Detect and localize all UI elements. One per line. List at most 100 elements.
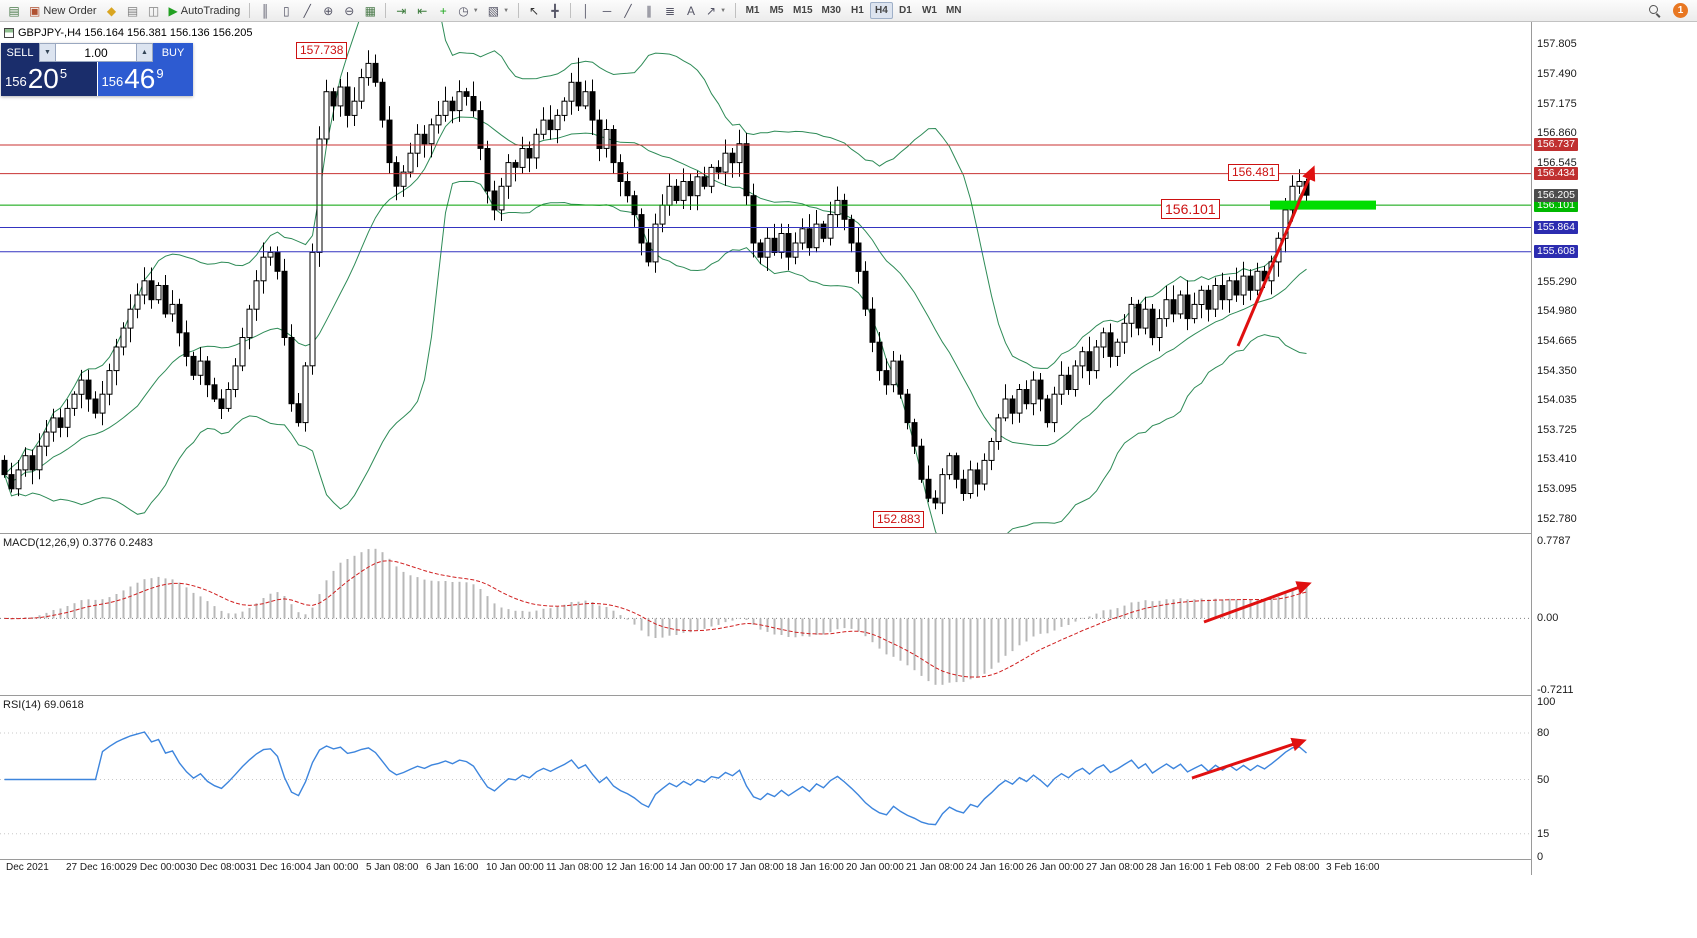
- channel-button[interactable]: ∥: [639, 1, 659, 20]
- time-tick-label: 10 Jan 00:00: [486, 862, 544, 873]
- candlestick-chart-icon: ▯: [282, 3, 290, 18]
- price-callout-152.883[interactable]: 152.883: [873, 511, 925, 528]
- toolbar-separator: [249, 3, 251, 18]
- timeframe-h4-button[interactable]: H4: [869, 2, 893, 19]
- line-chart-button[interactable]: ╱: [297, 1, 317, 20]
- rsi-pane[interactable]: RSI(14) 69.0618: [0, 696, 1532, 859]
- arrows-button[interactable]: ↗ ▼: [702, 1, 730, 20]
- horizontal-line-button[interactable]: ─: [597, 1, 617, 20]
- volume-input[interactable]: [56, 43, 136, 62]
- timeframe-m1-button[interactable]: M1: [745, 5, 760, 16]
- toolbar-separator: [570, 3, 572, 18]
- search-button[interactable]: [1644, 1, 1665, 20]
- pane-divider[interactable]: [0, 859, 1697, 860]
- print-icon: ▤: [126, 3, 139, 18]
- timeframe-h1-button[interactable]: H1: [851, 5, 864, 16]
- price-tick-label: 153.725: [1537, 424, 1577, 436]
- fibonacci-icon: ≣: [665, 3, 676, 18]
- time-tick-label: 21 Jan 08:00: [906, 862, 964, 873]
- indicators-button[interactable]: +: [433, 1, 453, 20]
- metaeditor-button[interactable]: ◆: [102, 1, 122, 20]
- toolbar-separator: [735, 3, 737, 18]
- time-tick-label: 1 Feb 08:00: [1206, 862, 1260, 873]
- metaeditor-hammer-icon: ◆: [106, 3, 117, 18]
- timeframe-d1-button[interactable]: D1: [899, 5, 912, 16]
- timeframe-m30-button[interactable]: M30: [821, 5, 841, 16]
- new-order-button-label: New Order: [43, 4, 97, 17]
- autotrading-button[interactable]: ▶ AutoTrading: [165, 1, 245, 20]
- price-scale[interactable]: 157.805 157.490 157.175 156.860 156.545 155.2…: [1532, 22, 1697, 875]
- zoom-out-button[interactable]: ⊖: [339, 1, 359, 20]
- pane-divider[interactable]: [0, 533, 1697, 534]
- templates-icon: ▧: [487, 3, 500, 18]
- macd-pane[interactable]: MACD(12,26,9) 0.3776 0.2483: [0, 534, 1532, 695]
- trend-arrow[interactable]: [1236, 165, 1316, 347]
- time-tick-label: 11 Jan 08:00: [546, 862, 604, 873]
- macd-chart-canvas[interactable]: [0, 534, 1532, 695]
- timeframe-m5-button[interactable]: M5: [769, 5, 784, 16]
- price-callout-156.101[interactable]: 156.101: [1161, 199, 1220, 219]
- time-tick-label: 6 Jan 16:00: [426, 862, 479, 873]
- price-chart-canvas[interactable]: [0, 22, 1532, 533]
- price-callout-157.738[interactable]: 157.738: [296, 42, 348, 59]
- vertical-line-button[interactable]: │: [576, 1, 596, 20]
- auto-scroll-button[interactable]: ⇥: [391, 1, 411, 20]
- bar-chart-button[interactable]: ║: [255, 1, 275, 20]
- cursor-button[interactable]: ↖: [524, 1, 544, 20]
- current-price-tag: 156.205: [1534, 189, 1578, 202]
- one-click-trading-panel: SELL ▼ ▲ BUY 156 20 5 156 46 9: [1, 43, 193, 96]
- toolbar-buttons: ▤ ▣ New Order ◆ ▤ ◫ ▶ AutoTrading ║ ▯ ╱ ⊕ ⊖ ▦ ⇥ ⇤ + ◷ ▼ ▧ ▼ ↖…: [4, 1, 966, 20]
- price-pane[interactable]: GBPJPY-,H4 156.164 156.381 156.136 156.2…: [0, 22, 1532, 533]
- timeframe-w1-button[interactable]: W1: [921, 5, 937, 16]
- trendline-button[interactable]: ╱: [618, 1, 638, 20]
- new-chart-button[interactable]: ▤: [4, 1, 24, 20]
- time-tick-label: 24 Jan 16:00: [966, 862, 1024, 873]
- chart-symbol-icon: [4, 28, 14, 38]
- print-button[interactable]: ▤: [123, 1, 143, 20]
- new-order-icon: ▣: [29, 3, 41, 18]
- time-tick-label: 2 Feb 08:00: [1266, 862, 1320, 873]
- rsi-chart-canvas[interactable]: [0, 696, 1532, 859]
- chart-shift-button[interactable]: ⇤: [412, 1, 432, 20]
- pane-divider[interactable]: [0, 695, 1697, 696]
- candlestick-chart-button[interactable]: ▯: [276, 1, 296, 20]
- timeframe-mn-button[interactable]: MN: [945, 5, 962, 16]
- fibonacci-button[interactable]: ≣: [660, 1, 680, 20]
- rsi-tick-label: 0: [1537, 851, 1544, 863]
- sell-price-pips: 20: [27, 63, 59, 94]
- print-preview-button[interactable]: ◫: [144, 1, 164, 20]
- trend-arrow[interactable]: [1191, 737, 1307, 780]
- time-tick-label: 29 Dec 00:00: [126, 862, 186, 873]
- price-callout-156.481[interactable]: 156.481: [1228, 164, 1280, 181]
- buy-button[interactable]: 156 46 9: [96, 62, 193, 96]
- level-highlight-bar[interactable]: [1270, 200, 1376, 210]
- time-scale[interactable]: Dec 2021 27 Dec 16:00 29 Dec 00:00 30 Dec 0…: [0, 860, 1532, 878]
- time-tick-label: 20 Jan 00:00: [846, 862, 904, 873]
- volume-decrease-button[interactable]: ▼: [39, 43, 56, 62]
- line-chart-icon: ╱: [303, 3, 311, 18]
- rsi-line: [4, 731, 1307, 826]
- indicators-add-icon: +: [439, 3, 447, 18]
- text-button[interactable]: A: [681, 1, 701, 20]
- crosshair-button[interactable]: ╋: [545, 1, 565, 20]
- templates-button[interactable]: ▧ ▼: [484, 1, 513, 20]
- trend-arrow[interactable]: [1203, 581, 1312, 624]
- volume-increase-button[interactable]: ▲: [136, 43, 153, 62]
- zoom-in-button[interactable]: ⊕: [318, 1, 338, 20]
- periods-button[interactable]: ◷ ▼: [454, 1, 482, 20]
- sell-button[interactable]: 156 20 5: [1, 62, 97, 96]
- notifications-badge[interactable]: 1: [1673, 3, 1688, 18]
- horizontal-line-icon: ─: [602, 3, 612, 18]
- candles[interactable]: [1, 50, 1310, 515]
- time-tick-label: Dec 2021: [6, 862, 49, 873]
- timeframe-m15-button[interactable]: M15: [793, 5, 813, 16]
- rsi-tick-label: 15: [1537, 828, 1550, 840]
- time-tick-label: 4 Jan 00:00: [306, 862, 359, 873]
- price-tick-label: 156.860: [1537, 127, 1577, 139]
- tile-windows-button[interactable]: ▦: [360, 1, 380, 20]
- autotrading-play-icon: ▶: [168, 3, 178, 18]
- rsi-tick-label: 100: [1537, 696, 1556, 708]
- new-order-button[interactable]: ▣ New Order: [25, 1, 101, 20]
- trendline-icon: ╱: [624, 3, 632, 18]
